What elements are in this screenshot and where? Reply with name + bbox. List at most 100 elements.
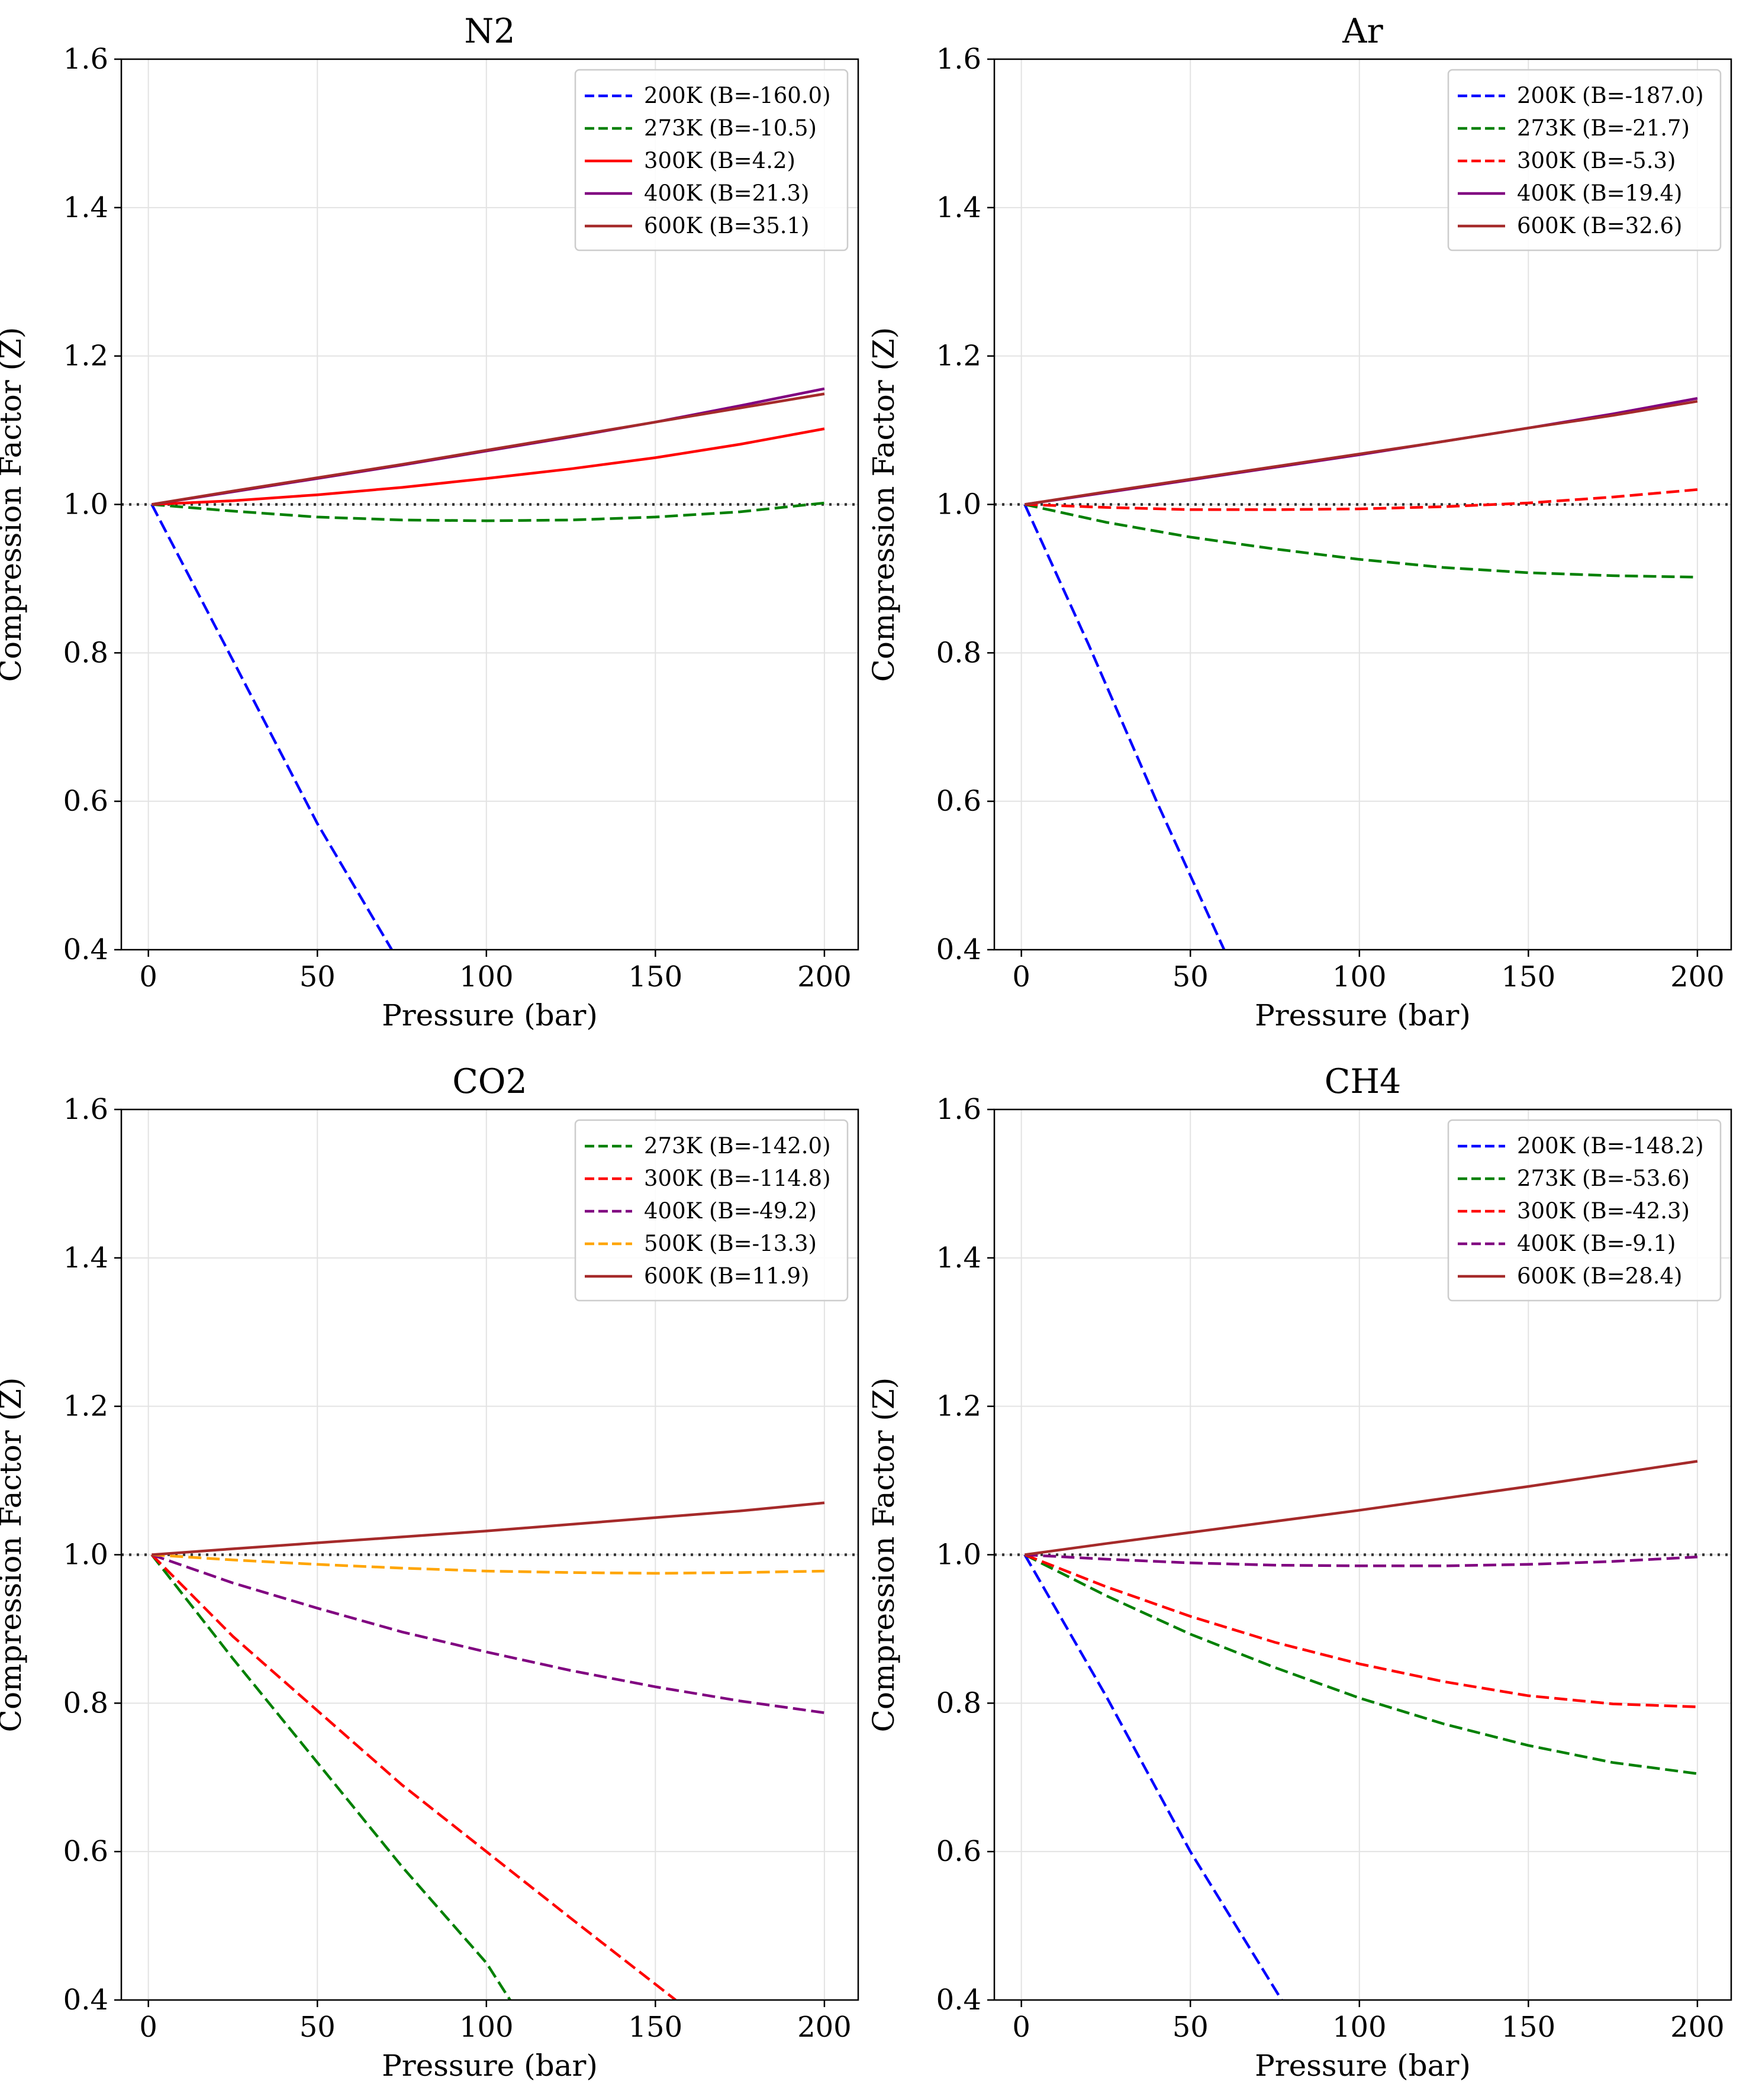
x-tick-label: 0 bbox=[139, 960, 157, 993]
series-line-273k bbox=[1024, 503, 1697, 579]
legend-label: 600K (B=35.1) bbox=[644, 213, 809, 238]
x-tick-label: 150 bbox=[1502, 960, 1556, 993]
legend-label: 600K (B=11.9) bbox=[644, 1263, 809, 1289]
legend-label: 300K (B=-114.8) bbox=[644, 1166, 831, 1191]
y-tick-label: 1.0 bbox=[936, 488, 981, 521]
y-tick-label: 1.2 bbox=[63, 1390, 108, 1423]
x-tick-label: 50 bbox=[299, 2011, 336, 2044]
x-tick-label: 50 bbox=[299, 960, 336, 993]
legend-box bbox=[1447, 69, 1722, 251]
legend-box bbox=[574, 69, 849, 251]
legend-label: 273K (B=-142.0) bbox=[644, 1133, 831, 1159]
chart-panel-co2: 0 50 100 150 200 0.4 0.6 0.8 1.0 1.2 1.4 1.6 CO2 Pres… bbox=[0, 1062, 859, 2083]
x-axis-label: Pressure (bar) bbox=[382, 998, 598, 1033]
x-tick-label: 0 bbox=[1012, 2011, 1030, 2044]
legend-box bbox=[1447, 1119, 1722, 1302]
legend-label: 600K (B=28.4) bbox=[1517, 1263, 1682, 1289]
legend-label: 300K (B=4.2) bbox=[644, 148, 795, 173]
x-tick-label: 150 bbox=[1502, 2011, 1556, 2044]
series-line-600k bbox=[1025, 1460, 1698, 1556]
x-tick-label: 100 bbox=[459, 960, 514, 993]
x-tick-label: 50 bbox=[1172, 2011, 1209, 2044]
y-tick-label: 0.8 bbox=[936, 636, 981, 669]
x-axis-label: Pressure (bar) bbox=[1255, 2049, 1471, 2083]
y-axis-label: Compression Factor (Z) bbox=[0, 1378, 28, 1733]
legend: 200K (B=-160.0) 273K (B=-10.5) 300K (B=4.2… bbox=[574, 69, 849, 251]
y-tick-label: 0.8 bbox=[936, 1686, 981, 1720]
legend: 200K (B=-187.0) 273K (B=-21.7) 300K (B=-5.… bbox=[1447, 69, 1722, 251]
y-tick-label: 0.4 bbox=[936, 933, 981, 966]
series-line-300k bbox=[1025, 488, 1698, 511]
legend-label: 273K (B=-53.6) bbox=[1517, 1166, 1690, 1191]
x-axis-label: Pressure (bar) bbox=[1255, 998, 1471, 1033]
y-tick-label: 0.6 bbox=[63, 1835, 108, 1868]
chart-title: CO2 bbox=[452, 1062, 527, 1101]
y-tick-label: 0.8 bbox=[63, 1686, 108, 1720]
x-tick-label: 200 bbox=[1670, 960, 1725, 993]
x-tick-label: 0 bbox=[139, 2011, 157, 2044]
legend: 273K (B=-142.0) 300K (B=-114.8) 400K (B=-4… bbox=[574, 1119, 849, 1302]
legend-label: 200K (B=-187.0) bbox=[1517, 83, 1704, 108]
y-tick-label: 1.2 bbox=[936, 340, 981, 373]
x-tick-label: 200 bbox=[1670, 2011, 1725, 2044]
y-tick-label: 1.4 bbox=[936, 191, 981, 224]
chart-panel-n2: 0 50 100 150 200 0.4 0.6 0.8 1.0 1.2 1.4 1.6 N2 Press… bbox=[0, 12, 859, 1033]
x-tick-label: 100 bbox=[1332, 960, 1387, 993]
legend-label: 273K (B=-21.7) bbox=[1517, 115, 1690, 141]
y-tick-label: 0.4 bbox=[63, 933, 108, 966]
x-tick-label: 150 bbox=[629, 2011, 683, 2044]
legend-box bbox=[574, 1119, 849, 1302]
series-line-273k bbox=[1024, 1553, 1698, 1775]
y-tick-label: 1.2 bbox=[936, 1390, 981, 1423]
y-tick-label: 0.4 bbox=[936, 1983, 981, 2017]
y-tick-label: 1.2 bbox=[63, 340, 108, 373]
x-tick-label: 100 bbox=[1332, 2011, 1387, 2044]
legend-label: 273K (B=-10.5) bbox=[644, 115, 817, 141]
y-tick-label: 1.6 bbox=[936, 43, 981, 76]
series-line-200k bbox=[1023, 504, 1226, 950]
y-axis-label: Compression Factor (Z) bbox=[866, 1378, 901, 1733]
series-line-600k bbox=[152, 1501, 825, 1556]
y-axis-label: Compression Factor (Z) bbox=[0, 327, 28, 682]
y-tick-label: 1.6 bbox=[936, 1093, 981, 1126]
x-tick-label: 0 bbox=[1012, 960, 1030, 993]
series-line-200k bbox=[1023, 1554, 1283, 2000]
legend-label: 500K (B=-13.3) bbox=[644, 1231, 817, 1256]
legend-label: 400K (B=-49.2) bbox=[644, 1198, 817, 1224]
y-tick-label: 1.0 bbox=[63, 488, 108, 521]
y-tick-label: 1.4 bbox=[63, 191, 108, 224]
y-tick-label: 1.0 bbox=[936, 1538, 981, 1572]
y-tick-label: 0.6 bbox=[936, 785, 981, 818]
series-line-300k bbox=[1024, 1553, 1697, 1708]
chart-panel-ar: 0 50 100 150 200 0.4 0.6 0.8 1.0 1.2 1.4 1.6 Ar Press… bbox=[866, 12, 1732, 1033]
x-axis-label: Pressure (bar) bbox=[382, 2049, 598, 2083]
series-line-500k bbox=[152, 1553, 824, 1575]
series-line-273k bbox=[150, 1554, 511, 2000]
y-tick-label: 0.4 bbox=[63, 1983, 108, 2017]
legend-label: 400K (B=-9.1) bbox=[1517, 1231, 1676, 1256]
legend-label: 400K (B=21.3) bbox=[644, 180, 809, 206]
legend-label: 300K (B=-42.3) bbox=[1517, 1198, 1690, 1224]
series-line-400k bbox=[1025, 1553, 1698, 1567]
y-tick-label: 1.4 bbox=[63, 1241, 108, 1275]
legend-label: 200K (B=-148.2) bbox=[1517, 1133, 1704, 1159]
y-tick-label: 1.6 bbox=[63, 43, 108, 76]
legend-label: 300K (B=-5.3) bbox=[1517, 148, 1676, 173]
y-tick-label: 0.8 bbox=[63, 636, 108, 669]
y-tick-label: 0.6 bbox=[936, 1835, 981, 1868]
series-line-600k bbox=[152, 392, 825, 506]
series-line-400k bbox=[151, 1553, 825, 1714]
legend-label: 200K (B=-160.0) bbox=[644, 83, 831, 108]
chart-title: CH4 bbox=[1325, 1062, 1402, 1101]
series-line-200k bbox=[150, 504, 393, 950]
x-tick-label: 50 bbox=[1172, 960, 1209, 993]
x-tick-label: 100 bbox=[459, 2011, 514, 2044]
chart-panel-ch4: 0 50 100 150 200 0.4 0.6 0.8 1.0 1.2 1.4 1.6 CH4 Pres… bbox=[866, 1062, 1732, 2083]
x-tick-label: 200 bbox=[797, 2011, 852, 2044]
series-line-273k bbox=[152, 501, 825, 522]
y-axis-label: Compression Factor (Z) bbox=[866, 327, 901, 682]
chart-title: N2 bbox=[464, 12, 515, 51]
legend-label: 400K (B=19.4) bbox=[1517, 180, 1682, 206]
y-tick-label: 1.0 bbox=[63, 1538, 108, 1572]
